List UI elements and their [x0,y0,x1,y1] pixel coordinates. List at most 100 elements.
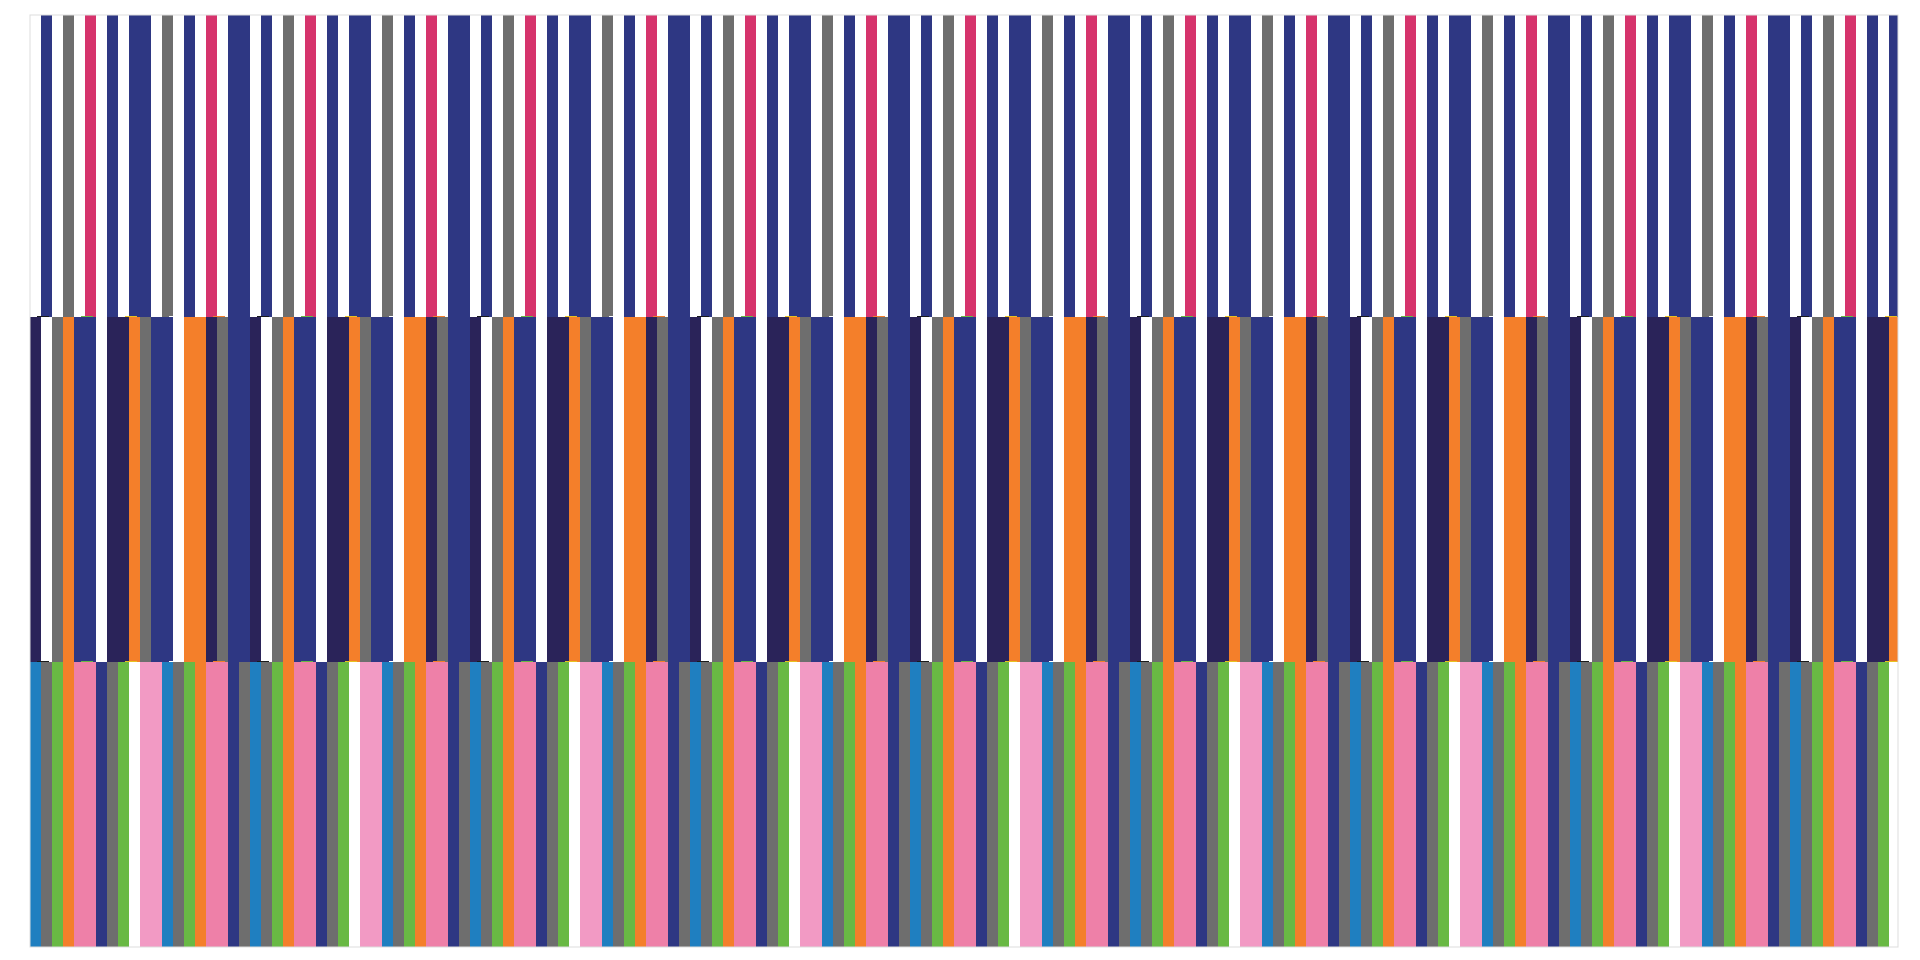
bottom-stripe-108 [1218,662,1229,947]
bottom-stripe-45 [525,662,536,947]
bottom-stripe-39 [459,662,470,947]
top-stripe-146 [1636,15,1647,317]
bottom-stripe-69 [789,662,800,947]
bottom-stripe-22 [272,662,283,947]
middle-stripe-96 [1086,317,1097,662]
bottom-stripe-94 [1064,662,1075,947]
top-stripe-59 [679,15,690,317]
top-stripe-1 [41,15,52,317]
middle-stripe-131 [1471,317,1482,662]
bottom-stripe-140 [1570,662,1581,947]
middle-stripe-151 [1691,317,1702,662]
bottom-stripe-37 [437,662,448,947]
top-stripe-22 [272,15,283,317]
middle-stripe-82 [932,317,943,662]
top-stripe-80 [910,15,921,317]
middle-stripe-46 [536,317,547,662]
top-stripe-51 [591,15,602,317]
middle-stripe-114 [1284,317,1295,662]
bottom-stripe-142 [1592,662,1603,947]
middle-stripe-103 [1163,317,1174,662]
bottom-stripe-34 [404,662,415,947]
bottom-stripe-163 [1823,662,1834,947]
top-stripe-18 [228,15,239,317]
bottom-stripe-144 [1614,662,1625,947]
top-stripe-9 [129,15,140,317]
top-stripe-61 [701,15,712,317]
bottom-stripe-95 [1075,662,1086,947]
middle-stripe-132 [1482,317,1493,662]
middle-stripe-134 [1504,317,1515,662]
middle-stripe-142 [1592,317,1603,662]
bottom-stripe-20 [250,662,261,947]
bottom-stripe-54 [624,662,635,947]
top-stripe-15 [195,15,206,317]
top-stripe-29 [349,15,360,317]
bottom-stripe-52 [602,662,613,947]
middle-stripe-72 [822,317,833,662]
middle-stripe-84 [954,317,965,662]
top-stripe-81 [921,15,932,317]
middle-stripe-11 [151,317,162,662]
middle-stripe-35 [415,317,426,662]
middle-stripe-162 [1812,317,1823,662]
top-stripe-136 [1526,15,1537,317]
top-stripe-91 [1031,15,1042,317]
top-stripe-49 [569,15,580,317]
top-stripe-62 [712,15,723,317]
top-stripe-142 [1592,15,1603,317]
bottom-stripe-136 [1526,662,1537,947]
top-stripe-34 [404,15,415,317]
middle-stripe-110 [1240,317,1251,662]
bottom-stripe-38 [448,662,459,947]
middle-stripe-71 [811,317,822,662]
top-stripe-150 [1680,15,1691,317]
top-stripe-12 [162,15,173,317]
top-stripe-166 [1856,15,1867,317]
bottom-stripe-74 [844,662,855,947]
top-stripe-67 [767,15,778,317]
middle-stripe-112 [1262,317,1273,662]
middle-stripe-78 [888,317,899,662]
middle-stripe-94 [1064,317,1075,662]
middle-stripe-149 [1669,317,1680,662]
top-stripe-133 [1493,15,1504,317]
middle-stripe-5 [85,317,96,662]
top-stripe-63 [723,15,734,317]
middle-stripe-33 [393,317,404,662]
middle-stripe-160 [1790,317,1801,662]
top-stripe-168 [1878,15,1889,317]
bottom-stripe-134 [1504,662,1515,947]
middle-stripe-57 [657,317,668,662]
bottom-stripe-152 [1702,662,1713,947]
top-stripe-100 [1130,15,1141,317]
top-stripe-149 [1669,15,1680,317]
bottom-stripe-123 [1383,662,1394,947]
bottom-stripe-68 [778,662,789,947]
middle-stripe-53 [613,317,624,662]
top-stripe-41 [481,15,492,317]
top-stripe-108 [1218,15,1229,317]
top-stripe-65 [745,15,756,317]
bottom-stripe-168 [1878,662,1889,947]
bottom-stripe-26 [316,662,327,947]
bottom-stripe-133 [1493,662,1504,947]
middle-stripe-154 [1724,317,1735,662]
bottom-stripe-0 [30,662,41,947]
middle-stripe-87 [987,317,998,662]
bottom-stripe-66 [756,662,767,947]
bottom-stripe-18 [228,662,239,947]
middle-stripe-117 [1317,317,1328,662]
top-stripe-156 [1746,15,1757,317]
middle-stripe-92 [1042,317,1053,662]
bottom-stripe-104 [1174,662,1185,947]
top-stripe-121 [1361,15,1372,317]
top-stripe-2 [52,15,63,317]
middle-stripe-42 [492,317,503,662]
top-stripe-21 [261,15,272,317]
middle-stripe-77 [877,317,888,662]
top-stripe-113 [1273,15,1284,317]
middle-stripe-148 [1658,317,1669,662]
top-stripe-129 [1449,15,1460,317]
middle-stripe-65 [745,317,756,662]
